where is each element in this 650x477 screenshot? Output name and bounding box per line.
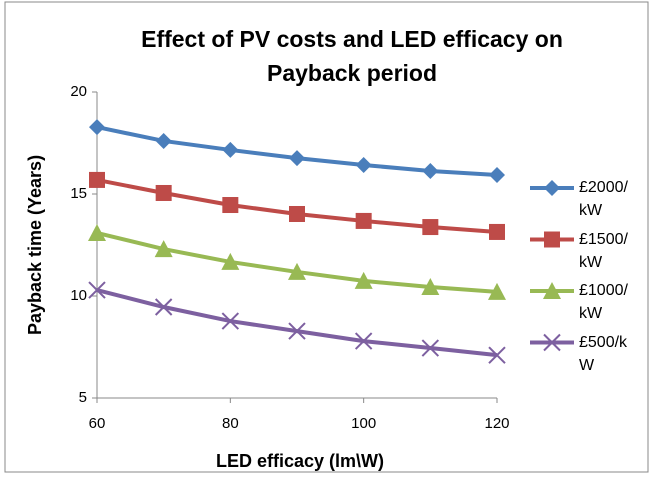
data-point	[221, 312, 240, 330]
chart-title: Effect of PV costs and LED efficacy on P…	[141, 26, 563, 86]
data-point	[489, 167, 505, 184]
y-tick-label: 15	[70, 185, 87, 202]
data-point	[89, 119, 105, 136]
data-point	[489, 223, 505, 240]
legend-label: £1000/kW	[579, 282, 628, 322]
data-point	[155, 132, 172, 149]
data-point	[289, 150, 305, 167]
x-tick-label: 60	[89, 415, 106, 432]
data-point	[488, 282, 506, 300]
legend-label: £500/kW	[579, 333, 628, 374]
data-point	[355, 157, 372, 174]
y-tick-label: 5	[79, 389, 87, 406]
series-line	[96, 231, 498, 294]
data-point	[154, 240, 173, 258]
data-point	[155, 184, 172, 201]
y-tick-label: 20	[70, 83, 87, 100]
legend-marker	[544, 231, 560, 248]
legend-label: £1500/kW	[579, 230, 628, 271]
x-tick-label: 80	[222, 415, 239, 432]
data-point	[222, 141, 239, 158]
data-point	[89, 171, 105, 188]
data-point	[289, 205, 305, 222]
data-point	[88, 223, 106, 241]
legend-marker	[543, 333, 561, 352]
x-axis-label: LED efficacy (lm\W)	[216, 451, 384, 471]
data-point	[288, 262, 306, 280]
data-point	[488, 346, 506, 364]
legend-label: £2000/kW	[579, 179, 628, 219]
data-point	[222, 197, 239, 214]
chart-border	[4, 1, 649, 473]
y-tick-label: 10	[70, 287, 87, 304]
legend-marker	[543, 282, 561, 299]
data-point	[422, 162, 439, 179]
data-point	[221, 252, 240, 270]
data-point	[154, 298, 173, 316]
legend-marker	[544, 180, 560, 196]
x-tick-label: 100	[351, 415, 376, 432]
data-point	[355, 212, 372, 229]
data-point	[88, 281, 106, 299]
data-point	[354, 271, 373, 289]
x-tick-label: 120	[484, 415, 509, 432]
data-point	[421, 278, 440, 296]
data-point	[421, 339, 440, 357]
data-point	[354, 332, 373, 350]
y-axis-label: Payback time (Years)	[25, 155, 45, 335]
data-point	[288, 322, 306, 340]
data-point	[422, 219, 439, 236]
